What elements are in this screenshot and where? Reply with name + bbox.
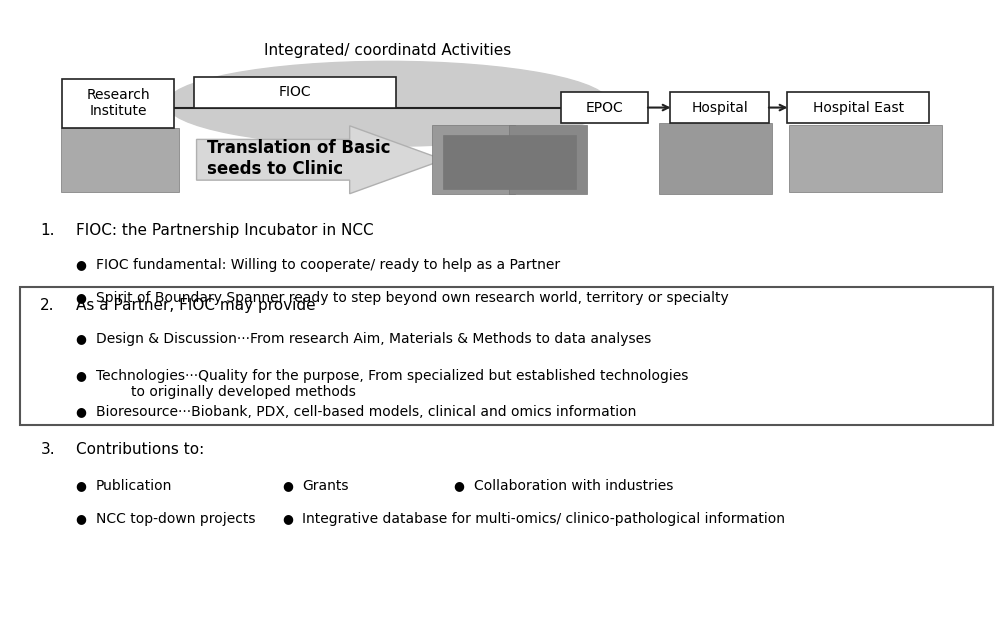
Text: Hospital: Hospital [691,101,748,114]
Polygon shape [197,126,444,194]
Text: NCC top-down projects: NCC top-down projects [96,512,255,526]
Text: Research
Institute: Research Institute [87,88,150,118]
Text: FIOC: FIOC [278,86,311,99]
Text: Integrative database for multi-omics/ clinico-pathological information: Integrative database for multi-omics/ cl… [302,512,785,526]
FancyBboxPatch shape [561,92,648,123]
FancyBboxPatch shape [61,128,179,192]
Text: ●: ● [76,291,87,304]
Text: ●: ● [76,512,87,525]
FancyBboxPatch shape [787,92,929,123]
Ellipse shape [166,61,610,146]
Text: 1.: 1. [40,223,54,238]
Text: ●: ● [282,479,293,493]
FancyBboxPatch shape [509,125,587,194]
Text: Spirit of Boundary Spanner ready to step beyond own research world, territory or: Spirit of Boundary Spanner ready to step… [96,291,729,304]
FancyBboxPatch shape [789,125,942,192]
FancyBboxPatch shape [443,135,576,189]
Text: Publication: Publication [96,479,172,493]
Text: 3.: 3. [40,442,55,457]
Text: FIOC: the Partnership Incubator in NCC: FIOC: the Partnership Incubator in NCC [76,223,373,238]
FancyBboxPatch shape [194,77,396,108]
Text: FIOC fundamental: Willing to cooperate/ ready to help as a Partner: FIOC fundamental: Willing to cooperate/ … [96,258,559,272]
Text: Contributions to:: Contributions to: [76,442,204,457]
FancyBboxPatch shape [432,125,515,194]
Text: EPOC: EPOC [586,101,624,114]
Text: Grants: Grants [302,479,349,493]
FancyBboxPatch shape [62,79,174,128]
Text: ●: ● [76,332,87,345]
Text: ●: ● [76,369,87,382]
Text: Bioresource···Biobank, PDX, cell-based models, clinical and omics information: Bioresource···Biobank, PDX, cell-based m… [96,405,636,419]
Text: ●: ● [76,258,87,271]
Text: ●: ● [454,479,465,493]
Text: ●: ● [76,479,87,493]
Text: Collaboration with industries: Collaboration with industries [474,479,673,493]
Text: Integrated/ coordinatd Activities: Integrated/ coordinatd Activities [264,43,512,58]
Text: ●: ● [282,512,293,525]
FancyBboxPatch shape [20,287,993,425]
Text: Translation of Basic
seeds to Clinic: Translation of Basic seeds to Clinic [207,139,390,178]
FancyBboxPatch shape [659,123,772,194]
Text: Technologies···Quality for the purpose, From specialized but established technol: Technologies···Quality for the purpose, … [96,369,688,399]
FancyBboxPatch shape [670,92,769,123]
Text: Design & Discussion···From research Aim, Materials & Methods to data analyses: Design & Discussion···From research Aim,… [96,332,651,346]
Text: 2.: 2. [40,298,54,313]
Text: As a Partner, FIOC may provide: As a Partner, FIOC may provide [76,298,316,313]
Text: ●: ● [76,405,87,418]
Text: Hospital East: Hospital East [812,101,904,114]
